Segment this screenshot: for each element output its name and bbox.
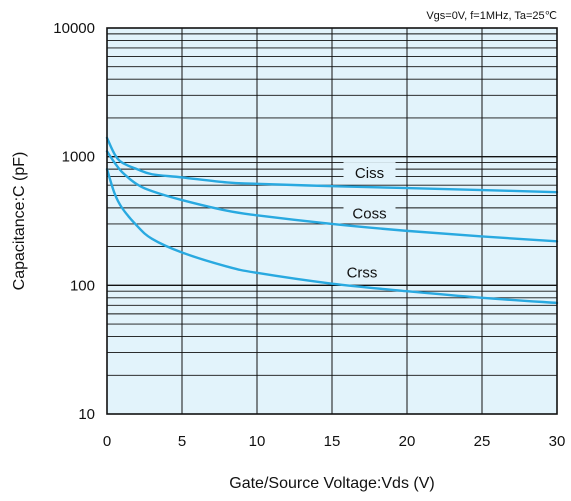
x-tick-label: 0 <box>103 433 111 450</box>
x-tick-label: 10 <box>249 433 266 450</box>
x-tick-label: 5 <box>178 433 186 450</box>
x-tick-label: 20 <box>399 433 416 450</box>
series-lines <box>105 136 559 305</box>
y-axis-title: Capacitance:C (pF) <box>11 152 28 291</box>
series-label-backdrop <box>343 202 396 223</box>
x-tick-label: 25 <box>474 433 491 450</box>
y-tick-label: 1000 <box>62 149 95 166</box>
series-label-crss: Crss <box>347 265 378 282</box>
x-tick-labels: 0 5 10 15 20 25 30 <box>103 433 566 450</box>
y-tick-label: 100 <box>70 277 95 294</box>
series-label-backdrop <box>336 261 388 282</box>
y-tick-label: 10 <box>78 406 95 423</box>
x-axis-title: Gate/Source Voltage:Vds (V) <box>229 475 434 492</box>
series-label-coss: Coss <box>352 205 386 222</box>
x-tick-label: 15 <box>324 433 341 450</box>
x-tick-label: 30 <box>549 433 566 450</box>
series-labels: Ciss Coss Crss <box>336 162 396 282</box>
y-tick-label: 10000 <box>53 20 95 37</box>
series-line-ciss <box>105 136 559 194</box>
series-label-ciss: Ciss <box>355 165 384 182</box>
series-label-backdrop <box>343 162 396 183</box>
y-tick-labels: 10 100 1000 10000 <box>53 20 95 423</box>
series-line-coss <box>105 150 559 243</box>
plot-frame <box>106 27 558 415</box>
series-line-crss <box>105 167 559 305</box>
grid <box>107 28 557 414</box>
conditions-note: Vgs=0V, f=1MHz, Ta=25℃ <box>426 10 557 22</box>
